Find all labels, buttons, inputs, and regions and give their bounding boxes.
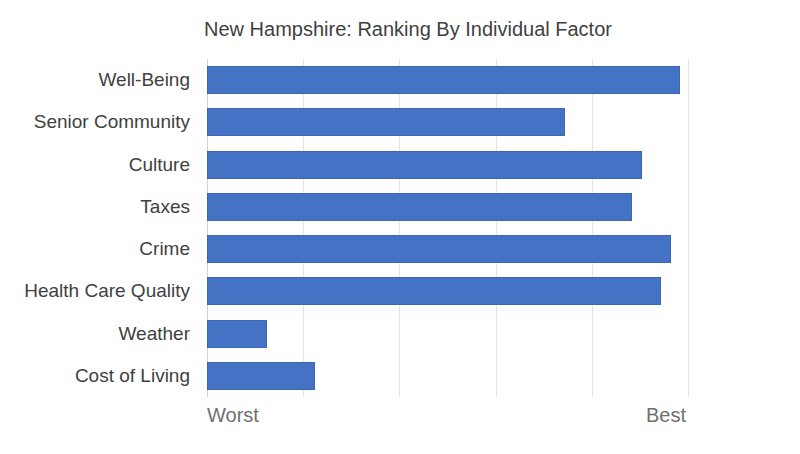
category-label: Well-Being <box>0 69 190 91</box>
bar-track <box>207 320 688 348</box>
category-label: Health Care Quality <box>0 280 190 302</box>
x-axis-label-best: Best <box>646 404 686 427</box>
bar-well-being <box>207 66 680 94</box>
bar-row: Cost of Living <box>0 355 688 397</box>
bar-track <box>207 235 688 263</box>
bar-row: Health Care Quality <box>0 270 688 312</box>
vertical-gridline <box>688 59 689 397</box>
bar-cost-of-living <box>207 362 315 390</box>
bar-track <box>207 362 688 390</box>
bar-row: Weather <box>0 313 688 355</box>
bar-track <box>207 193 688 221</box>
bar-row: Culture <box>0 144 688 186</box>
bar-track <box>207 108 688 136</box>
bar-weather <box>207 320 267 348</box>
bar-taxes <box>207 193 632 221</box>
chart-title: New Hampshire: Ranking By Individual Fac… <box>204 17 612 41</box>
category-label: Senior Community <box>0 111 190 133</box>
bar-row: Well-Being <box>0 59 688 101</box>
bar-senior-community <box>207 108 565 136</box>
bar-track <box>207 151 688 179</box>
bar-crime <box>207 235 671 263</box>
chart-canvas: New Hampshire: Ranking By Individual Fac… <box>0 0 800 454</box>
x-axis-label-worst: Worst <box>207 404 259 427</box>
bar-track <box>207 66 688 94</box>
bar-track <box>207 277 688 305</box>
bar-health-care-quality <box>207 277 661 305</box>
category-label: Taxes <box>0 196 190 218</box>
category-label: Crime <box>0 238 190 260</box>
bar-row: Crime <box>0 228 688 270</box>
bar-rows: Well-Being Senior Community Culture Taxes Cr… <box>0 59 688 397</box>
bar-row: Senior Community <box>0 101 688 143</box>
category-label: Weather <box>0 323 190 345</box>
bar-row: Taxes <box>0 186 688 228</box>
bar-culture <box>207 151 642 179</box>
category-label: Cost of Living <box>0 365 190 387</box>
category-label: Culture <box>0 154 190 176</box>
